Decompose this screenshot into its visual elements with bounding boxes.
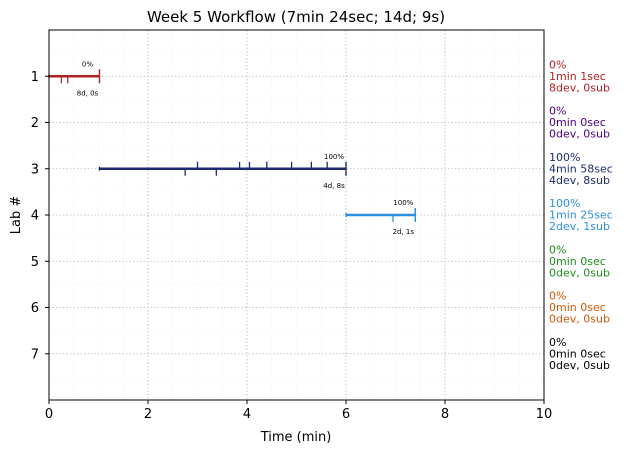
y-tick-label: 3 [31,162,39,177]
lab-pct-label: 0% [82,60,93,68]
lab-summary-line: 0% [549,336,566,349]
y-tick-label: 5 [31,255,39,270]
lab-summary-line: 1min 1sec [549,70,606,83]
lab-summary-line: 0dev, 0sub [549,128,610,141]
lab-summary-line: 0dev, 0sub [549,266,610,279]
lab-summary-line: 4min 58sec [549,162,613,175]
x-tick-label: 10 [536,407,553,422]
lab-count-label: 2d, 1s [393,228,415,236]
lab-summary-line: 100% [549,151,580,164]
lab-summary-line: 0% [549,243,566,256]
lab-summary-line: 0min 0sec [549,347,606,360]
y-tick-label: 6 [31,301,39,316]
lab-pct-label: 100% [324,153,344,161]
lab-count-label: 4d, 8s [323,182,345,190]
x-tick-label: 0 [45,407,53,422]
lab-summary-line: 2dev, 1sub [549,220,610,233]
lab-bars: 0% 8d, 0s 100% 4d, 8s 100% 2d, 1s [48,60,416,236]
y-tick-label: 4 [31,209,39,224]
lab-summary-line: 0% [549,58,566,71]
y-axis-label: Lab # [9,196,24,235]
lab-summary-line: 0min 0sec [549,255,606,268]
lab-summary-line: 0dev, 0sub [549,359,610,372]
y-tick-label: 7 [31,347,39,362]
lab-summary-line: 0min 0sec [549,301,606,314]
lab-summary-line: 0min 0sec [549,116,606,129]
lab-pct-label: 100% [393,199,413,207]
x-tick-label: 6 [342,407,350,422]
lab-summary-line: 4dev, 8sub [549,174,610,187]
lab-count-label: 8d, 0s [77,89,99,97]
chart-title: Week 5 Workflow (7min 24sec; 14d; 9s) [147,8,445,26]
lab-summary-line: 0dev, 0sub [549,313,610,326]
lab-summary-line: 100% [549,197,580,210]
lab-summary-line: 1min 25sec [549,209,613,222]
y-tick-label: 2 [31,116,39,131]
grid [49,30,544,400]
x-tick-label: 2 [144,407,152,422]
x-axis-label: Time (min) [260,430,332,445]
x-tick-label: 8 [441,407,449,422]
x-tick-label: 4 [243,407,251,422]
lab-summary-line: 8dev, 0sub [549,81,610,94]
lab-summary-line: 0% [549,290,566,303]
lab-summary-line: 0% [549,105,566,118]
y-tick-label: 1 [31,70,39,85]
